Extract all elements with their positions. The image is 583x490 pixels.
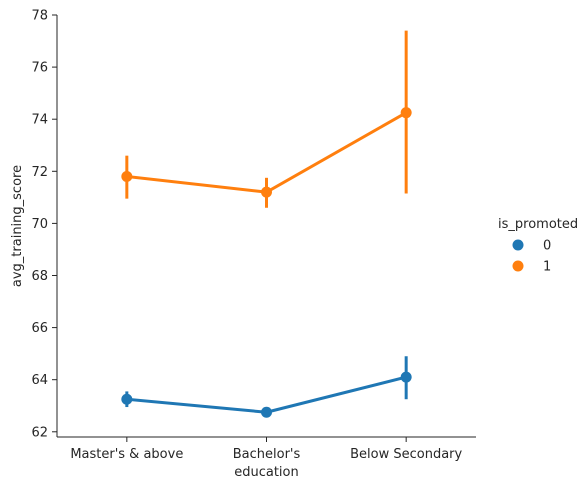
series-1 — [121, 31, 411, 208]
y-tick-label: 66 — [31, 321, 48, 336]
data-point — [261, 187, 272, 198]
data-point — [121, 171, 132, 182]
y-tick-label: 68 — [31, 269, 48, 284]
legend-entry-label: 0 — [543, 239, 551, 254]
y-tick-label: 78 — [31, 9, 48, 24]
data-point — [261, 407, 272, 418]
legend-marker — [513, 261, 524, 272]
x-ticks: Master's & above Bachelor's Below Secondar… — [70, 437, 462, 462]
axes — [57, 15, 476, 437]
y-tick-label: 62 — [31, 425, 48, 440]
series-0 — [121, 356, 411, 418]
series-layer — [121, 31, 411, 418]
y-tick-label: 64 — [31, 373, 48, 388]
legend-entry-label: 1 — [543, 260, 551, 275]
y-tick-label: 72 — [31, 165, 48, 180]
y-tick-label: 74 — [31, 113, 48, 128]
y-axis-label: avg_training_score — [10, 165, 25, 287]
y-tick-label: 76 — [31, 61, 48, 76]
data-point — [401, 107, 412, 118]
x-tick-label: Bachelor's — [233, 447, 301, 462]
data-point — [121, 394, 132, 405]
data-point — [401, 372, 412, 383]
y-tick-label: 70 — [31, 217, 48, 232]
x-tick-label: Master's & above — [70, 447, 183, 462]
legend-marker — [513, 240, 524, 251]
y-ticks: 62 64 66 68 70 72 74 76 78 — [31, 9, 57, 441]
legend: is_promoted 0 1 — [498, 217, 578, 275]
x-tick-label: Below Secondary — [350, 447, 462, 462]
legend-title: is_promoted — [498, 217, 578, 232]
x-axis-label: education — [234, 465, 299, 480]
